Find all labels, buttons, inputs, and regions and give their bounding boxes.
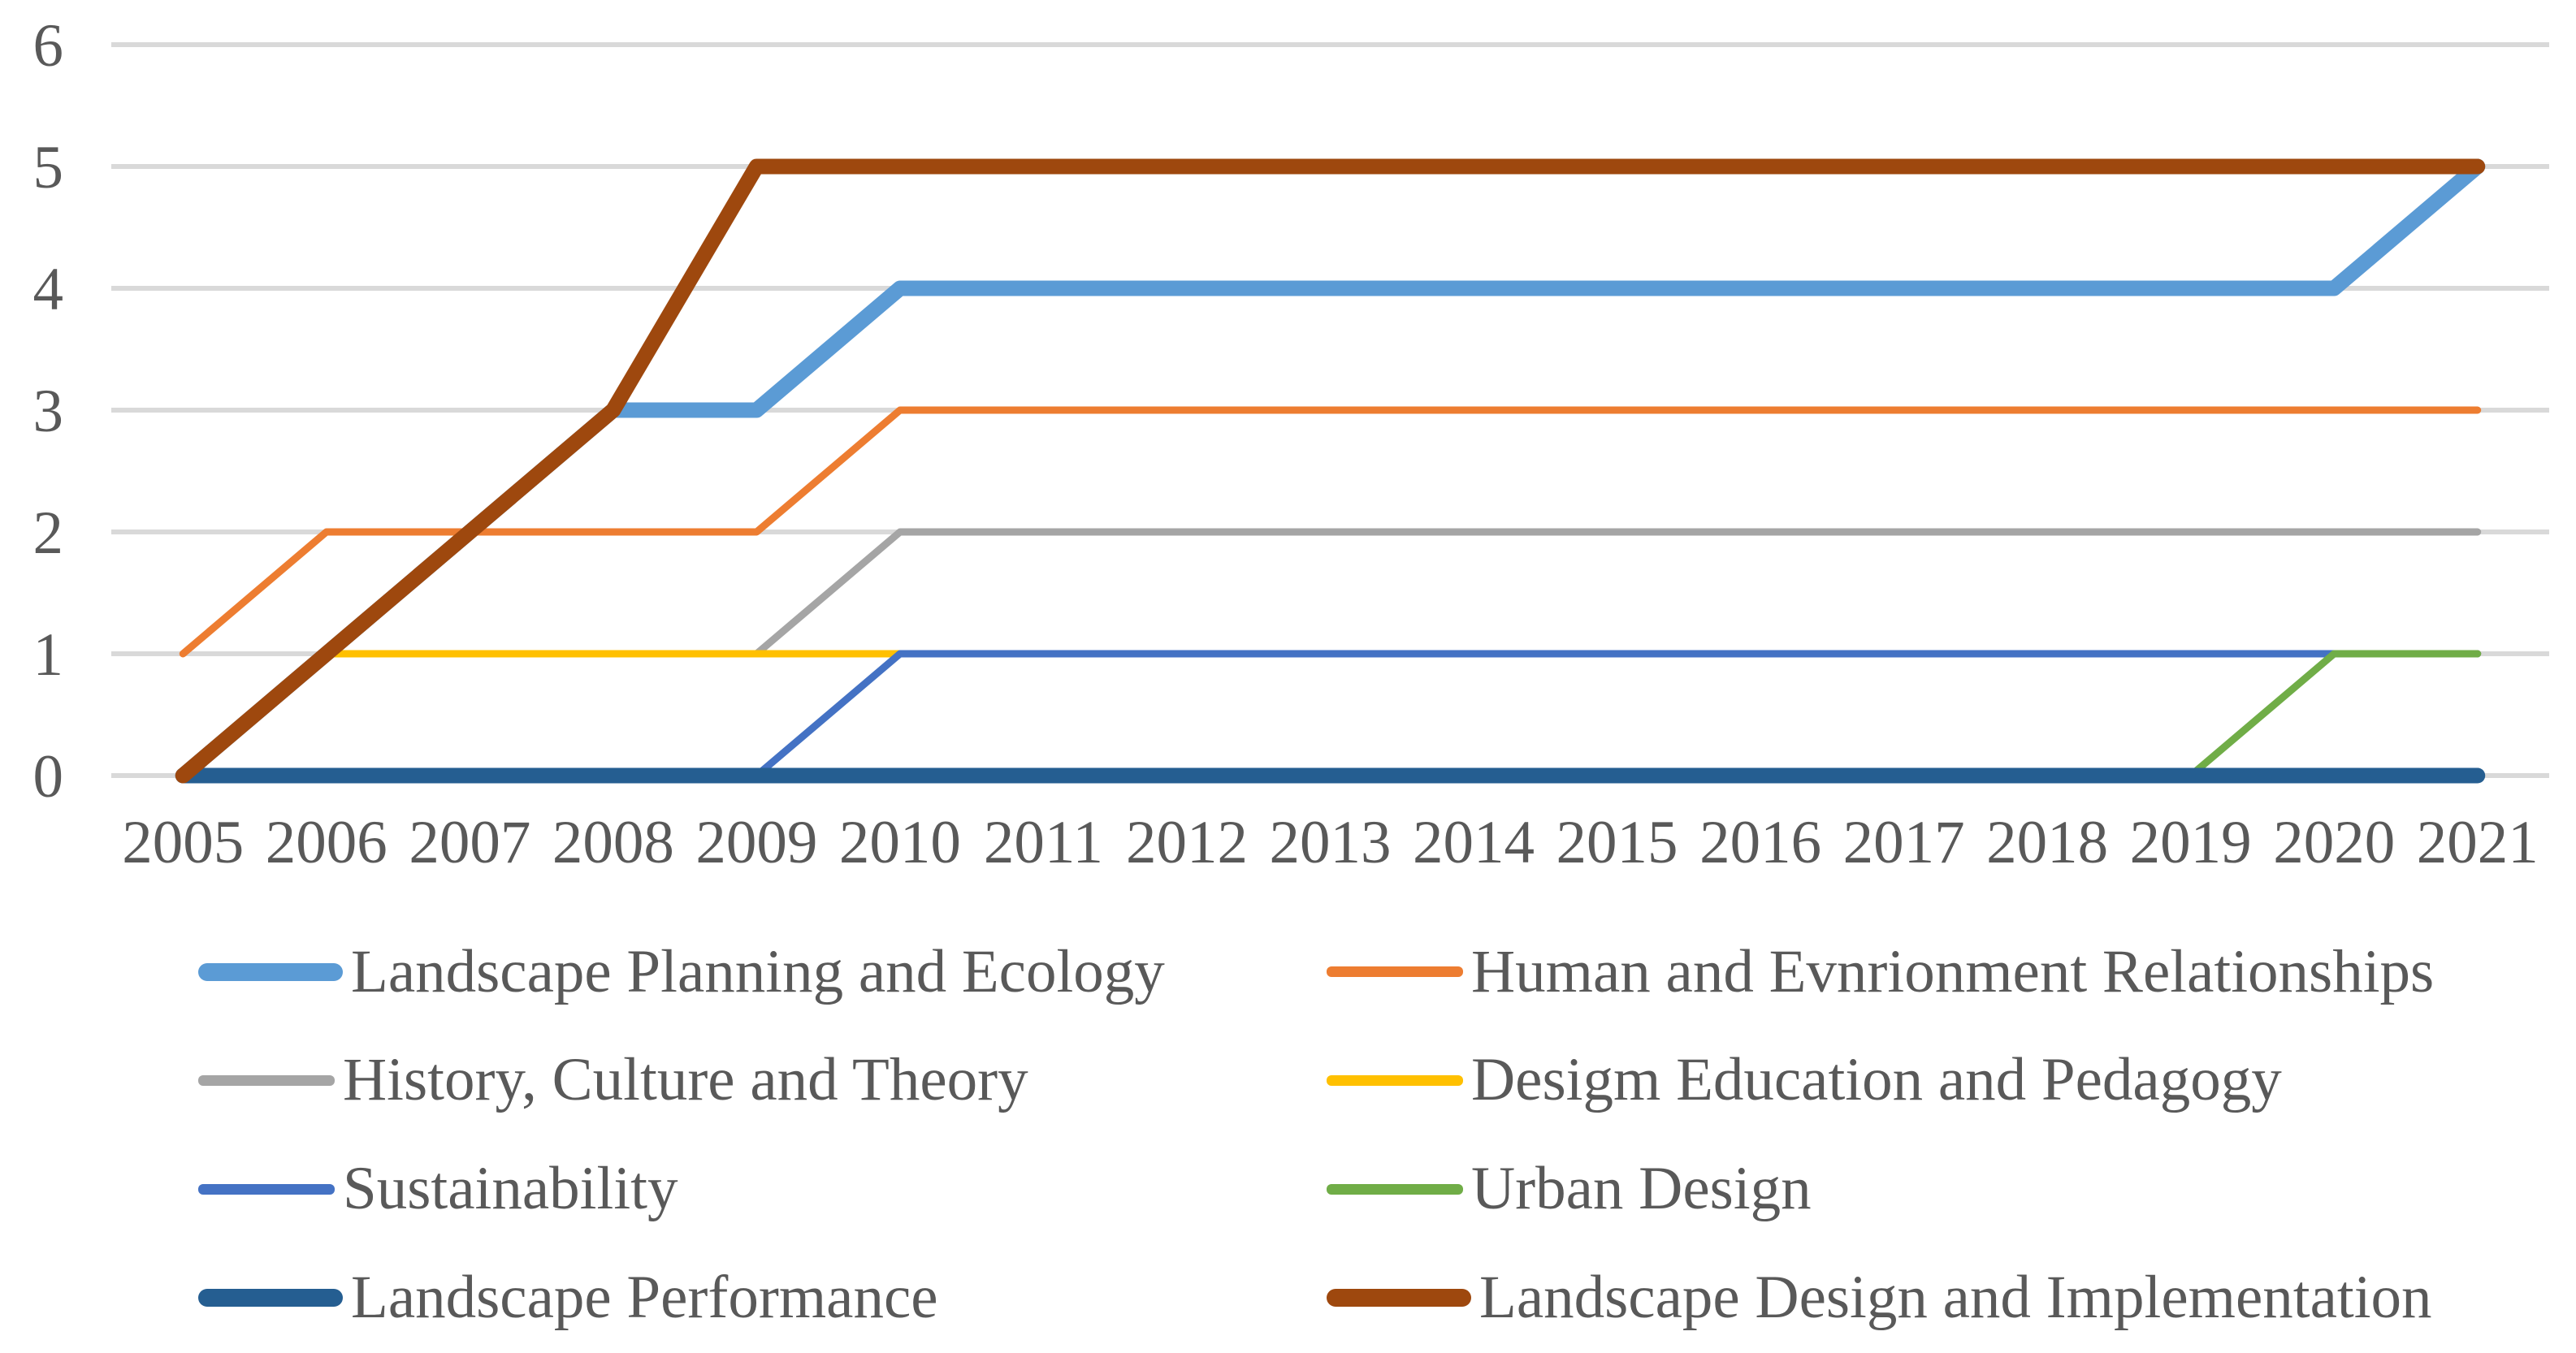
legend-label: Landscape Design and Implementation [1479, 1263, 2432, 1331]
legend-swatch [198, 1183, 335, 1195]
x-axis-label: 2006 [266, 809, 387, 876]
legend-swatch [1327, 966, 1463, 978]
series-line-human-and-evnrionment-relationships [179, 406, 2482, 658]
y-axis-label: 4 [33, 256, 64, 323]
x-axis: 2005 2006 2007 2008 2009 2010 2011 2012 2013 2014… [122, 809, 2538, 876]
x-axis-label: 2017 [1843, 809, 1965, 876]
line-chart: 0 1 2 3 4 5 6 2005 2006 2007 2008 2009 2010 2011 2012… [33, 12, 2549, 876]
y-axis-label: 3 [33, 378, 64, 445]
legend-label: Urban Design [1471, 1154, 1812, 1222]
series-line-sustainability [179, 650, 2482, 780]
x-axis-label: 2020 [2273, 809, 2395, 876]
series-lines [175, 158, 2486, 784]
x-axis-label: 2011 [984, 809, 1103, 876]
x-axis-label: 2014 [1413, 809, 1535, 876]
legend-item-human-and-evnrionment-relationships: Human and Evnrionment Relationships [1327, 937, 2435, 1006]
legend-item-landscape-design-and-implementation: Landscape Design and Implementation [1327, 1264, 2434, 1332]
series-line-urban-design [179, 650, 2482, 780]
legend-item-landscape-planning-and-ecology: Landscape Planning and Ecology [198, 937, 1327, 1006]
x-axis-label: 2019 [2130, 809, 2252, 876]
legend-label: History, Culture and Theory [343, 1046, 1028, 1114]
x-axis-label: 2013 [1270, 809, 1392, 876]
chart-legend: Landscape Planning and Ecology Human and… [198, 918, 2434, 1352]
legend-item-urban-design: Urban Design [1327, 1154, 2434, 1223]
y-axis-label: 0 [33, 743, 64, 811]
x-axis-label: 2016 [1699, 809, 1821, 876]
series-line-landscape-design-and-implementation [175, 158, 2486, 784]
x-axis-label: 2007 [409, 809, 530, 876]
legend-label: Desigm Education and Pedagogy [1471, 1046, 2282, 1114]
x-axis-label: 2012 [1126, 809, 1248, 876]
legend-item-sustainability: Sustainability [198, 1154, 1327, 1223]
x-axis-label: 2015 [1556, 809, 1678, 876]
x-axis-label: 2008 [552, 809, 674, 876]
x-axis-label: 2005 [122, 809, 244, 876]
legend-label: Landscape Performance [351, 1263, 938, 1331]
legend-swatch [1327, 1183, 1463, 1195]
series-line-desigm-education-and-pedagogy [179, 650, 2482, 780]
legend-item-desigm-education-and-pedagogy: Desigm Education and Pedagogy [1327, 1047, 2434, 1114]
legend-item-landscape-performance: Landscape Performance [198, 1264, 1327, 1332]
legend-swatch [1327, 1075, 1463, 1087]
x-axis-label: 2018 [1986, 809, 2108, 876]
series-line-landscape-planning-and-ecology [175, 158, 2486, 784]
y-axis-label: 6 [33, 12, 64, 80]
x-axis-label: 2010 [839, 809, 961, 876]
legend-label: Sustainability [343, 1154, 678, 1222]
x-axis-label: 2009 [695, 809, 817, 876]
x-axis-label: 2021 [2417, 809, 2539, 876]
y-axis-label: 1 [33, 621, 64, 689]
legend-swatch [1327, 1288, 1471, 1307]
legend-label: Human and Evnrionment Relationships [1471, 937, 2435, 1005]
y-axis-label: 5 [33, 134, 64, 201]
y-axis: 0 1 2 3 4 5 6 [33, 12, 64, 811]
y-axis-label: 2 [33, 499, 64, 567]
legend-item-history-culture-and-theory: History, Culture and Theory [198, 1047, 1327, 1114]
legend-swatch [198, 962, 343, 981]
legend-swatch [198, 1288, 343, 1307]
legend-label: Landscape Planning and Ecology [351, 937, 1165, 1005]
legend-swatch [198, 1075, 335, 1087]
